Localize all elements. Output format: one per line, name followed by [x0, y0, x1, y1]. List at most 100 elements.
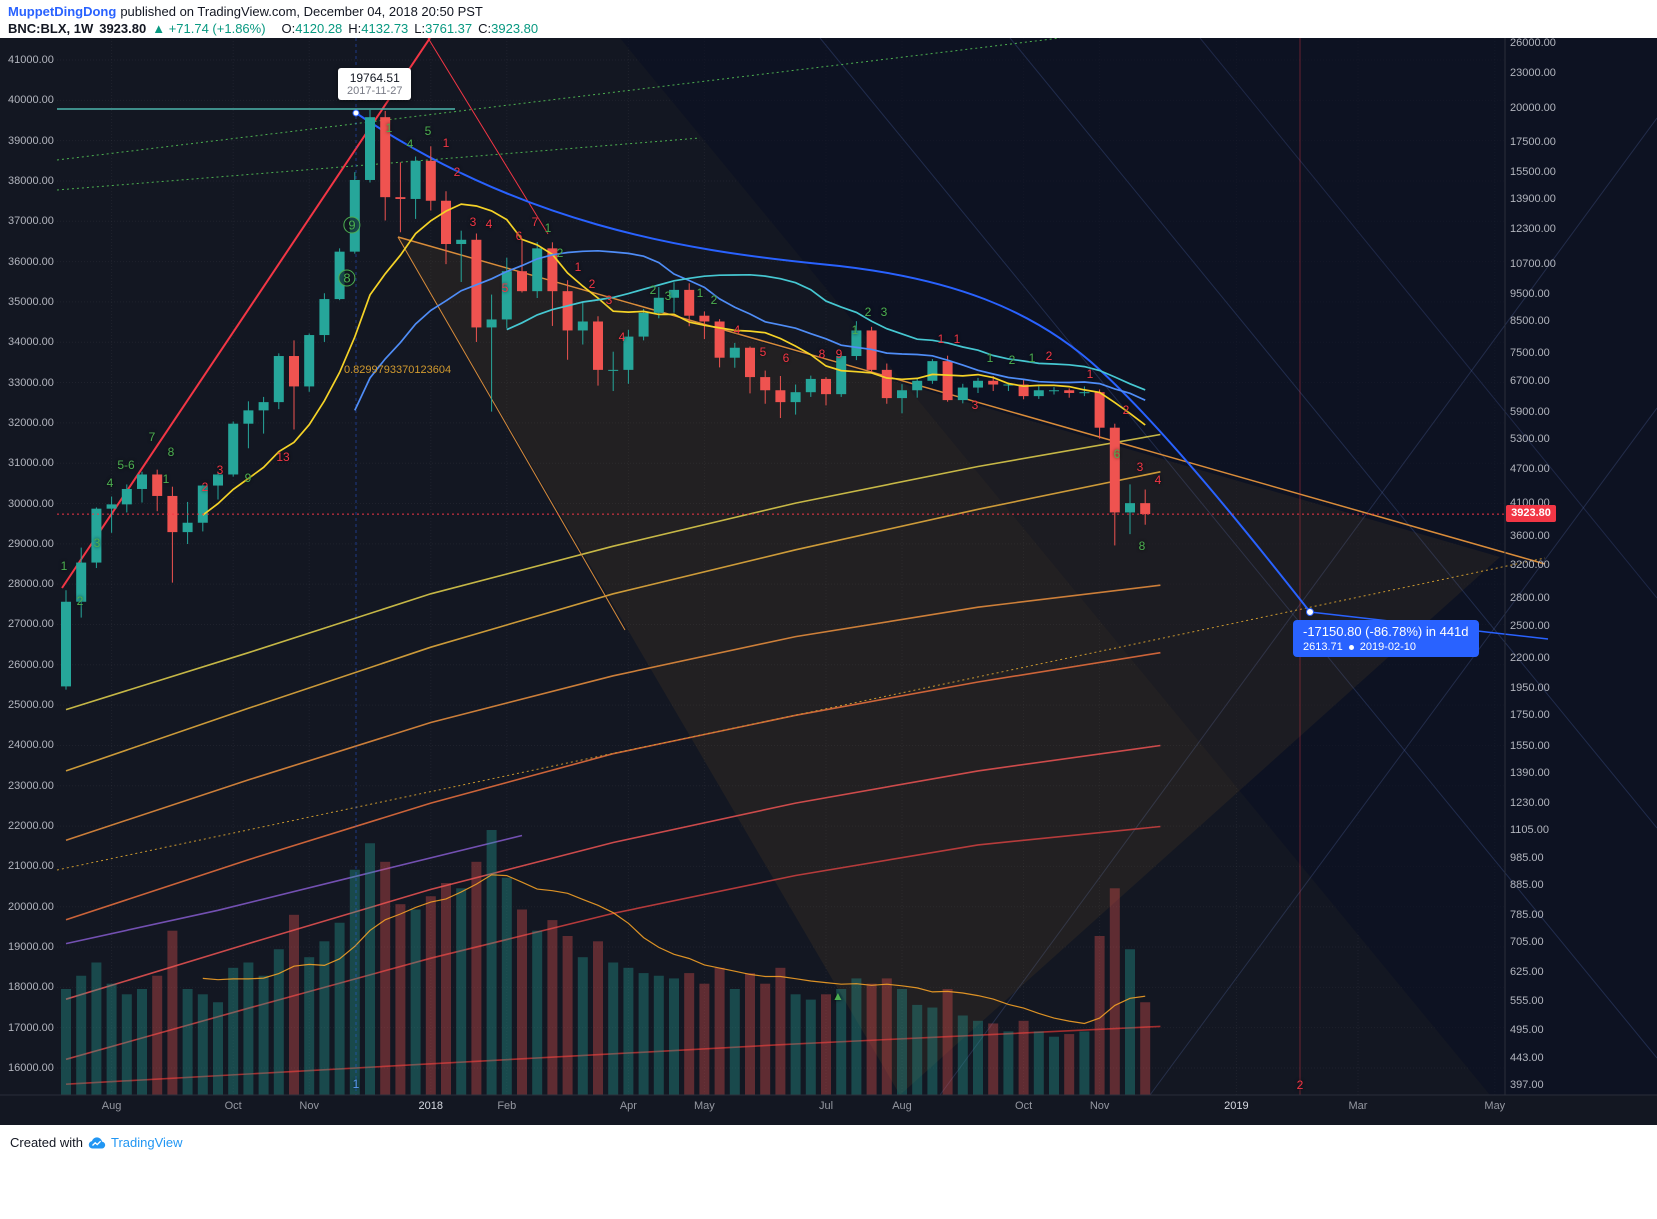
volume-bar — [577, 957, 588, 1095]
attribution-footer: Created with TradingView — [0, 1125, 1657, 1219]
volume-bar — [425, 896, 436, 1095]
volume-bar — [775, 967, 786, 1095]
volume-bar — [243, 962, 254, 1095]
high-value: 4132.73 — [361, 21, 409, 36]
candle — [912, 380, 923, 391]
candle — [456, 239, 467, 245]
candle — [988, 380, 999, 385]
gold-dotted-trend[interactable] — [56, 557, 1546, 871]
gann-rise-1[interactable] — [939, 117, 1657, 1096]
volume-bar — [912, 1004, 923, 1095]
volume-bar — [1125, 949, 1135, 1095]
candle — [213, 474, 223, 486]
chart-area[interactable]: 41000.00 40000.00 39000.00 38000.00 37000.00… — [0, 38, 1657, 1125]
fib-ratio-label[interactable]: 0.8299793370123604 — [344, 364, 452, 376]
candle — [714, 321, 725, 358]
long-ma-line — [65, 584, 1161, 841]
volume-bar — [881, 978, 892, 1095]
wedge-fill[interactable] — [398, 237, 1500, 1095]
volume-bar — [456, 888, 467, 1095]
author-link[interactable]: MuppetDingDong — [8, 4, 117, 19]
volume-bar — [532, 930, 543, 1095]
volume-bar — [1049, 1036, 1059, 1095]
candle — [973, 380, 983, 388]
volume-bar — [638, 973, 649, 1095]
volume-bar — [486, 830, 497, 1095]
volume-bar — [334, 922, 345, 1095]
volume-bar — [608, 962, 619, 1095]
price-chart-canvas[interactable] — [0, 38, 1657, 1125]
gann-stripe-1[interactable] — [819, 38, 1657, 1059]
volume-bar — [471, 861, 482, 1095]
candle — [121, 488, 132, 505]
candle — [1125, 503, 1135, 513]
anchor-dot-2017[interactable] — [352, 109, 360, 117]
ma-20-line — [354, 249, 1146, 411]
candle — [1140, 503, 1151, 515]
volume-bar — [623, 967, 634, 1095]
green-dotted-trend[interactable] — [56, 38, 1061, 161]
candle — [1049, 390, 1059, 392]
peak-anchor-tooltip[interactable]: 19764.51 2017-11-27 — [338, 68, 412, 100]
high-label: H: — [348, 21, 362, 36]
candle — [942, 361, 953, 401]
projection-curve[interactable] — [355, 112, 1311, 613]
volume-bar — [365, 843, 375, 1095]
wedge-lower-line[interactable] — [397, 236, 626, 631]
candle — [1033, 390, 1044, 397]
long-ma-line — [65, 433, 1161, 711]
volume-bar — [501, 877, 512, 1095]
volume-bar — [942, 989, 953, 1095]
volume-bar — [1064, 1034, 1075, 1095]
volume-bar — [1003, 1031, 1014, 1095]
candle — [608, 369, 619, 371]
candle — [1079, 392, 1090, 394]
low-value: 3761.37 — [425, 21, 473, 36]
rainbow-ma-lines — [65, 433, 1161, 1085]
gann-stripe-2[interactable] — [1009, 38, 1657, 829]
volume-bar — [137, 989, 147, 1095]
projection-date: 2019-02-10 — [1359, 641, 1417, 653]
volume-bars — [61, 830, 1151, 1095]
volume-bar — [91, 962, 102, 1095]
volume-bar — [897, 989, 907, 1095]
gann-stripe-3[interactable] — [1199, 38, 1657, 599]
volume-bar — [973, 1020, 983, 1095]
candle — [1064, 390, 1075, 393]
candle — [897, 390, 907, 399]
anchor-dot-2019[interactable] — [1306, 608, 1314, 616]
candle — [775, 390, 786, 403]
volume-bar — [289, 914, 299, 1095]
price-change: ▲ +71.74 (+1.86%) — [152, 21, 266, 36]
projection-tooltip[interactable]: -17150.80 (-86.78%) in 441d 2613.71 2019… — [1293, 620, 1479, 657]
candle — [76, 562, 87, 602]
green-dotted-trend-2[interactable] — [56, 137, 701, 191]
projection-summary: -17150.80 (-86.78%) in 441d — [1303, 624, 1469, 639]
candle — [1018, 384, 1029, 397]
volume-bar — [562, 936, 573, 1095]
volume-bar — [653, 975, 664, 1095]
dark-wedge-overlay[interactable] — [620, 38, 1657, 1095]
candle — [517, 271, 527, 292]
candle — [790, 392, 801, 403]
short-ma-lines — [202, 203, 1146, 516]
candle — [380, 117, 391, 198]
peak-price: 19764.51 — [349, 71, 400, 85]
volume-bar — [866, 983, 877, 1095]
candle — [273, 356, 284, 403]
candle — [821, 378, 831, 395]
gann-rise-2[interactable] — [1149, 407, 1657, 1096]
candle — [881, 369, 892, 399]
tradingview-brand-link[interactable]: TradingView — [110, 1135, 183, 1150]
symbol-interval[interactable]: BNC:BLX, 1W — [8, 21, 94, 36]
background-drawings — [398, 38, 1657, 1096]
candle — [486, 319, 497, 328]
candle — [532, 248, 543, 292]
volume-bar — [927, 1007, 938, 1095]
volume-bar — [593, 941, 603, 1095]
long-ma-line — [65, 471, 1161, 772]
candle — [137, 474, 147, 489]
candle — [289, 356, 299, 387]
candle — [805, 378, 816, 393]
long-ma-line — [65, 834, 523, 945]
